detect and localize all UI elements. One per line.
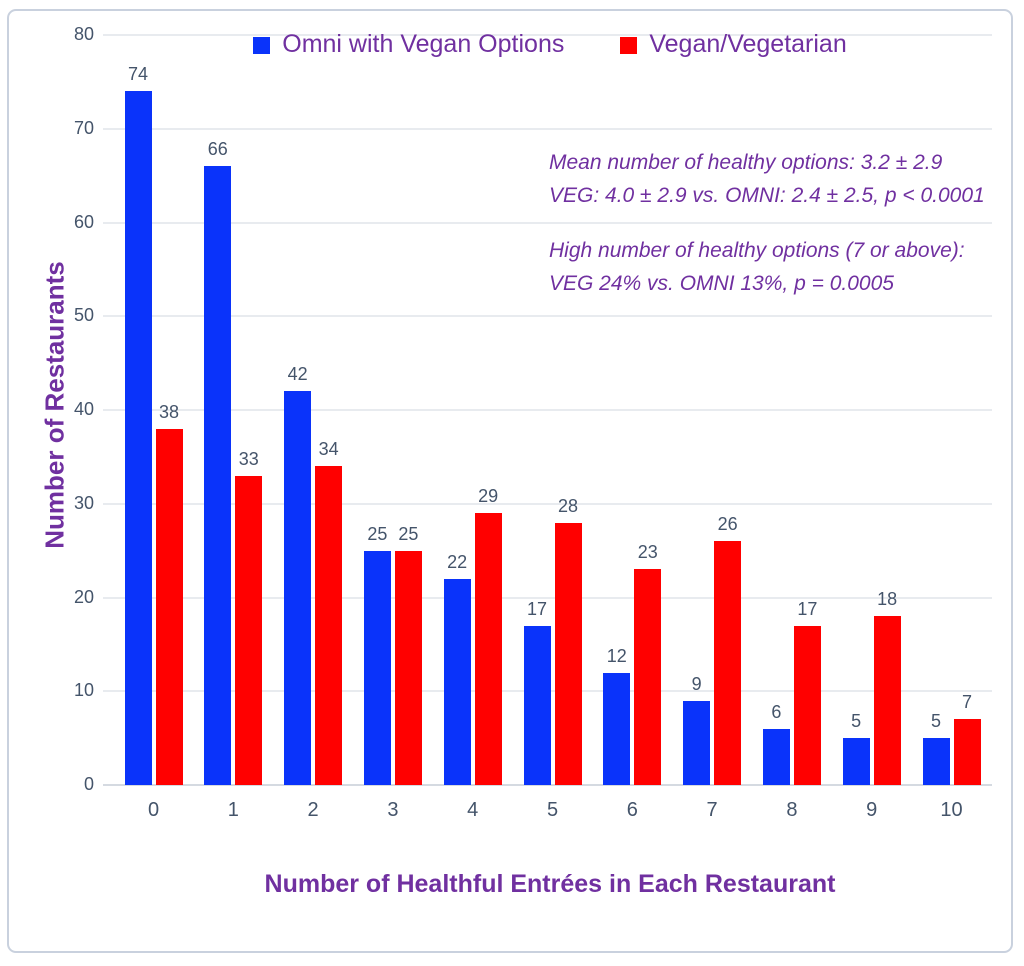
gridline [103,502,992,505]
x-axis-title: Number of Healthful Entrées in Each Rest… [264,870,836,898]
bar-omni [443,578,471,785]
bar-value-label: 66 [207,139,228,160]
gridline [103,409,992,411]
x-tick-label: 3 [387,799,399,821]
bar-omni [762,728,790,785]
y-tick-label: 70 [73,117,94,138]
bar-value-label: 17 [526,598,548,619]
y-tick-label: 50 [73,305,94,326]
legend-swatch-veg [620,36,638,54]
bar-value-label: 26 [717,514,738,535]
x-tick-label: 5 [546,799,559,821]
bar-omni [523,625,551,785]
bar-omni [284,391,312,785]
bar-veg [554,522,582,785]
x-axis-line [103,784,992,786]
bar-veg [235,475,263,785]
annotation-line: VEG: 4.0 ± 2.9 vs. OMNI: 2.4 ± 2.5, p < … [549,184,985,207]
bar-omni [922,738,950,785]
y-tick-label: 0 [83,774,94,794]
annotation-block: High number of healthy options (7 or abo… [549,234,985,300]
bar-value-label: 29 [478,486,499,507]
bar-value-label: 25 [398,523,419,544]
bar-value-label: 42 [287,364,308,385]
annotation-block: Mean number of healthy options: 3.2 ± 2.… [549,146,985,212]
x-tick-label: 2 [307,799,319,821]
bar-value-label: 17 [797,598,818,619]
y-axis-title: Number of Restaurants [39,261,70,549]
bar-value-label: 6 [771,701,782,722]
x-tick-label: 1 [227,799,239,821]
bar-value-label: 34 [318,439,339,460]
x-tick-label: 9 [866,799,878,821]
bar-value-label: 33 [238,448,259,469]
bar-veg [474,513,502,785]
bar-value-label: 23 [637,542,658,563]
bar-veg [315,466,343,785]
bar-veg [953,719,981,785]
y-tick-label: 40 [73,399,94,419]
gridline [103,127,992,130]
bar-omni [842,738,870,785]
bar-veg [155,428,183,785]
bar-value-label: 38 [158,401,180,422]
bar-veg [394,550,422,785]
x-tick-label: 7 [706,799,718,821]
bar-value-label: 25 [367,523,388,544]
bar-omni [204,166,232,785]
y-tick-label: 60 [73,211,94,232]
y-tick-label: 20 [73,586,94,607]
annotation-line: High number of healthy options (7 or abo… [549,239,965,262]
gridline [103,221,992,224]
bar-veg [634,569,662,785]
bar-omni [363,550,391,785]
plot-area: 0 10 20 30 40 50 60 70 80 74 38 0 66 33 1 42 34 2 25 25 3 22 2… [74,24,992,821]
x-tick-label: 8 [786,799,798,821]
bar-omni [603,672,631,785]
y-tick-label: 80 [73,24,94,44]
bar-value-label: 74 [127,64,149,85]
annotation-line: Mean number of healthy options: 3.2 ± 2.… [549,151,943,174]
x-tick-label: 0 [147,799,160,821]
bar-value-label: 5 [930,711,941,732]
bar-omni [124,91,152,785]
gridline [103,34,992,36]
legend: Omni with Vegan Options Vegan/Vegetarian [108,26,992,62]
bar-value-label: 22 [447,551,468,572]
bar-value-label: 18 [877,589,898,610]
legend-item: Vegan/Vegetarian [620,29,847,59]
bar-value-label: 5 [851,711,862,732]
bar-veg [793,625,821,785]
bar-veg [873,616,901,785]
annotation-line: VEG 24% vs. OMNI 13%, p = 0.0005 [549,272,894,295]
y-tick-label: 30 [73,492,94,513]
bar-value-label: 9 [691,673,702,694]
gridline [103,596,992,599]
annotations: Mean number of healthy options: 3.2 ± 2.… [549,146,985,300]
legend-swatch-omni [253,36,271,54]
x-tick-label: 4 [467,799,479,821]
legend-label: Omni with Vegan Options [282,29,565,58]
y-tick-label: 10 [73,680,94,701]
bar-value-label: 28 [557,495,579,516]
bar-value-label: 7 [961,692,972,713]
x-tick-label: 6 [626,799,638,821]
legend-label: Vegan/Vegetarian [649,29,847,58]
x-tick-label: 10 [940,799,963,821]
bar-veg [714,541,742,785]
gridline [103,315,992,318]
legend-item: Omni with Vegan Options [253,30,564,59]
bar-value-label: 12 [606,645,627,666]
bar-omni [683,700,711,785]
